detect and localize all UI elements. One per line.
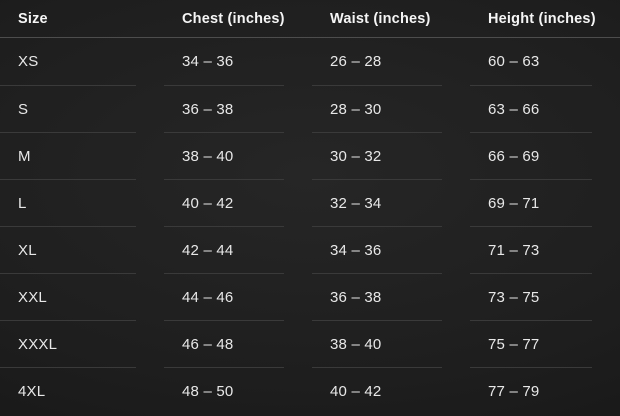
size-cell: S xyxy=(0,85,136,132)
waist-cell: 36 – 38 xyxy=(312,273,442,320)
chest-cell: 48 – 50 xyxy=(164,367,284,414)
chest-cell: 42 – 44 xyxy=(164,226,284,273)
size-cell: L xyxy=(0,179,136,226)
size-cell: M xyxy=(0,132,136,179)
height-cell: 63 – 66 xyxy=(470,85,592,132)
waist-cell: 26 – 28 xyxy=(330,53,382,70)
size-cell: XS xyxy=(18,53,39,70)
waist-cell: 40 – 42 xyxy=(312,367,442,414)
waist-cell: 30 – 32 xyxy=(312,132,442,179)
chest-cell: 46 – 48 xyxy=(164,320,284,367)
height-cell: 60 – 63 xyxy=(488,53,540,70)
table-row-4xl: 4XL 48 – 50 40 – 42 77 – 79 xyxy=(0,367,620,414)
table-row-s: S 36 – 38 28 – 30 63 – 66 xyxy=(0,85,620,132)
column-header-waist: Waist (inches) xyxy=(330,10,431,27)
height-cell: 71 – 73 xyxy=(470,226,592,273)
chest-cell: 44 – 46 xyxy=(164,273,284,320)
chest-cell: 38 – 40 xyxy=(164,132,284,179)
table-row-m: M 38 – 40 30 – 32 66 – 69 xyxy=(0,132,620,179)
waist-cell: 34 – 36 xyxy=(312,226,442,273)
column-header-height: Height (inches) xyxy=(488,10,596,27)
chest-cell: 36 – 38 xyxy=(164,85,284,132)
height-cell: 66 – 69 xyxy=(470,132,592,179)
size-cell: XXL xyxy=(0,273,136,320)
waist-cell: 38 – 40 xyxy=(312,320,442,367)
height-cell: 69 – 71 xyxy=(470,179,592,226)
size-cell: XXXL xyxy=(0,320,136,367)
height-cell: 73 – 75 xyxy=(470,273,592,320)
height-cell: 77 – 79 xyxy=(470,367,592,414)
size-cell: XL xyxy=(0,226,136,273)
column-header-size: Size xyxy=(18,10,48,27)
table-row-xxxl: XXXL 46 – 48 38 – 40 75 – 77 xyxy=(0,320,620,367)
chest-cell: 34 – 36 xyxy=(182,53,234,70)
table-row-xl: XL 42 – 44 34 – 36 71 – 73 xyxy=(0,226,620,273)
table-header-row: Size Chest (inches) Waist (inches) Heigh… xyxy=(0,0,620,38)
size-cell: 4XL xyxy=(0,367,136,414)
table-row-xxl: XXL 44 – 46 36 – 38 73 – 75 xyxy=(0,273,620,320)
waist-cell: 28 – 30 xyxy=(312,85,442,132)
chest-cell: 40 – 42 xyxy=(164,179,284,226)
waist-cell: 32 – 34 xyxy=(312,179,442,226)
table-row-xs: XS 34 – 36 26 – 28 60 – 63 xyxy=(0,38,620,85)
height-cell: 75 – 77 xyxy=(470,320,592,367)
column-header-chest: Chest (inches) xyxy=(182,10,285,27)
table-row-l: L 40 – 42 32 – 34 69 – 71 xyxy=(0,179,620,226)
